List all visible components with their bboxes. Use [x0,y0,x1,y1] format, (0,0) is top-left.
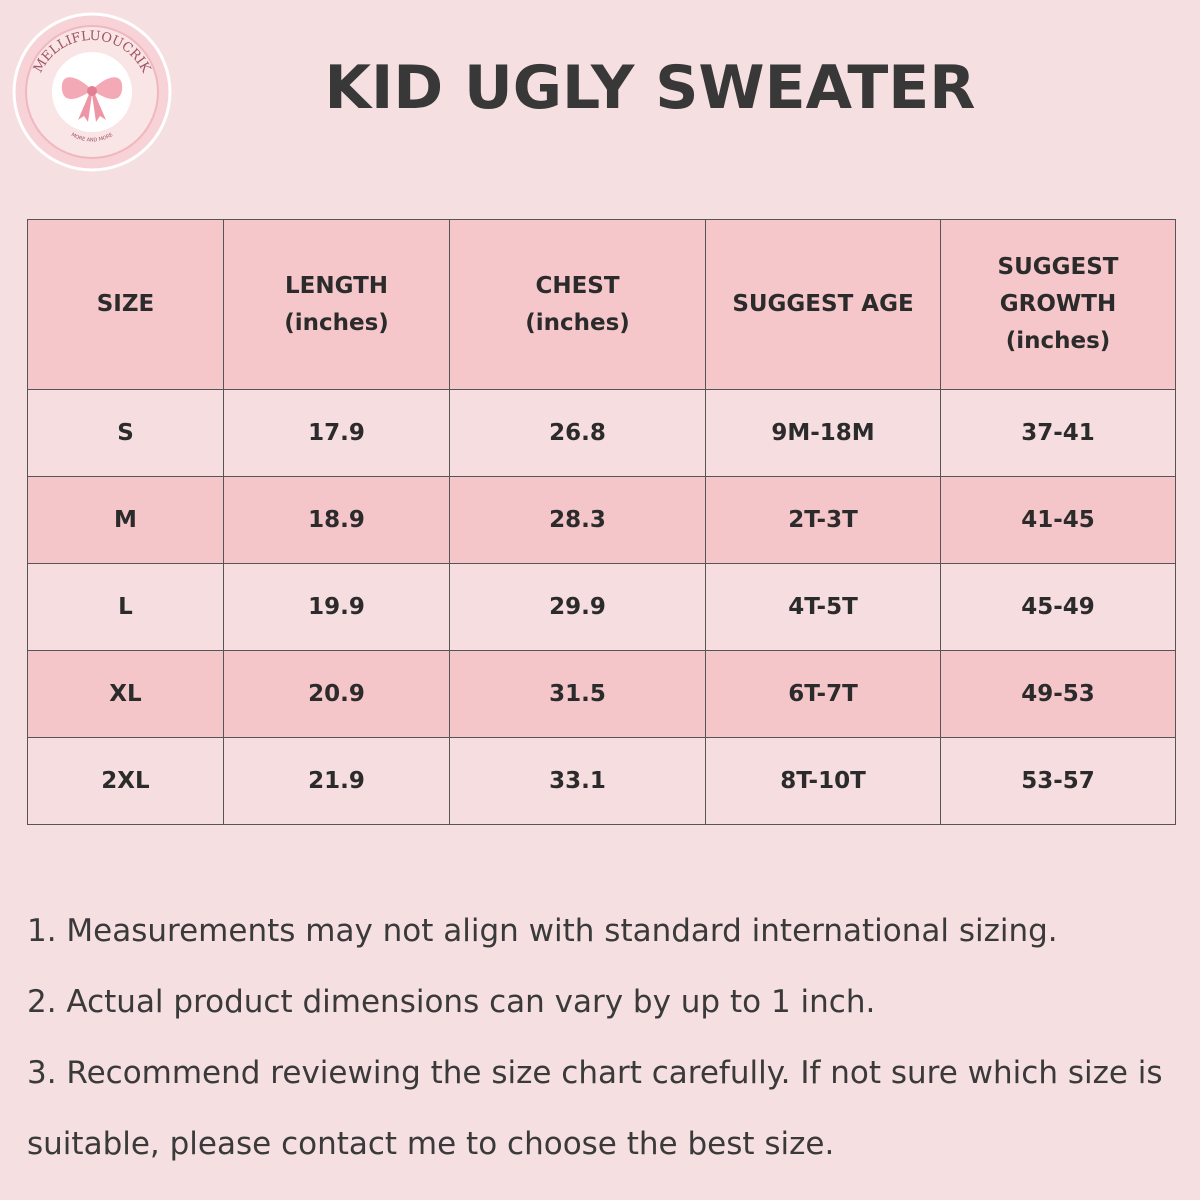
table-cell: 37-41 [940,389,1176,477]
table-cell: 29.9 [449,563,706,651]
note: 3. Recommend reviewing the size chart ca… [27,1055,1163,1162]
table-cell: 28.3 [449,476,706,564]
table-cell: 33.1 [449,737,706,825]
column-header: SUGGEST GROWTH (inches) [940,219,1176,390]
table-row: L 19.9 29.9 4T-5T 45-49 [27,563,1176,651]
note: 2. Actual product dimensions can vary by… [27,984,876,1020]
table-cell: 49-53 [940,650,1176,738]
column-header: CHEST (inches) [449,219,706,390]
column-header: SIZE [27,219,224,390]
header-line: LENGTH [284,272,389,299]
column-header: SUGGEST AGE [705,219,941,390]
header-line: SUGGEST AGE [732,291,914,317]
table-row: S 17.9 26.8 9M-18M 37-41 [27,389,1176,477]
table-row: 2XL 21.9 33.1 8T-10T 53-57 [27,737,1176,825]
table-cell: 45-49 [940,563,1176,651]
table-cell: 18.9 [223,476,450,564]
table-cell: 2XL [27,737,224,825]
logo: MELLIFLUOUCRIK MORE AND MORE [12,12,172,172]
header-line: (inches) [1005,328,1111,354]
header-line: (inches) [284,309,389,336]
table-cell: 41-45 [940,476,1176,564]
note: 1. Measurements may not align with stand… [27,913,1058,949]
title: KID UGLY SWEATER [324,53,976,123]
table-cell: 31.5 [449,650,706,738]
table-row: M 18.9 28.3 2T-3T 41-45 [27,476,1176,564]
table-cell: 6T-7T [705,650,941,738]
table-cell: 53-57 [940,737,1176,825]
table-cell: 2T-3T [705,476,941,564]
table-cell: 21.9 [223,737,450,825]
table-cell: 19.9 [223,563,450,651]
header-line: SUGGEST [997,254,1119,280]
logo-tagline: MORE AND MORE [70,132,114,143]
table-cell: L [27,563,224,651]
header-line: (inches) [525,309,630,336]
column-header: LENGTH (inches) [223,219,450,390]
table-cell: XL [27,650,224,738]
notes: 1. Measurements may not align with stand… [27,896,1177,1180]
size-table: SIZE LENGTH (inches) CHEST (inches) SUGGEST A… [27,219,1176,825]
header-line: CHEST [535,272,620,299]
table-cell: 26.8 [449,389,706,477]
table-cell: 20.9 [223,650,450,738]
header-line: GROWTH [999,291,1117,317]
table-cell: 9M-18M [705,389,941,477]
header-row: SIZE LENGTH (inches) CHEST (inches) SUGGEST A… [27,219,1176,390]
table-cell: 8T-10T [705,737,941,825]
table-cell: 17.9 [223,389,450,477]
header-line: SIZE [96,291,155,317]
table-row: XL 20.9 31.5 6T-7T 49-53 [27,650,1176,738]
table-cell: S [27,389,224,477]
table-cell: M [27,476,224,564]
table-cell: 4T-5T [705,563,941,651]
